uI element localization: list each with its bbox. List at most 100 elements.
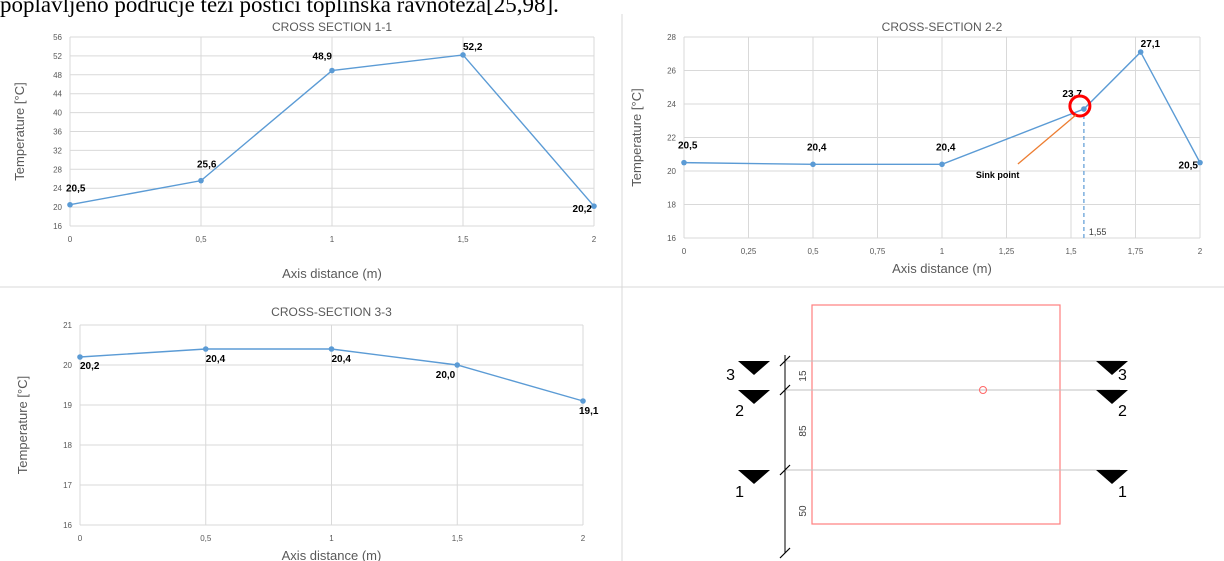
chart-title: CROSS SECTION 1-1 (272, 20, 392, 34)
y-tick-label: 17 (63, 481, 72, 490)
section-marker-3-right (1096, 361, 1128, 375)
x-tick-label: 0,75 (870, 247, 886, 256)
x-tick-label: 1,5 (452, 534, 464, 543)
section-label-2-left: 2 (735, 403, 744, 420)
data-point (1137, 49, 1144, 55)
data-label: 20,0 (436, 370, 456, 381)
data-label: 25,6 (197, 160, 217, 171)
section-marker-2-right (1096, 390, 1128, 404)
dimension-tick (779, 547, 791, 559)
dimension-label: 85 (798, 425, 809, 437)
x-tick-label: 2 (1198, 247, 1203, 256)
sink-point-label: Sink point (976, 170, 1020, 180)
sink-point-circle (1068, 94, 1092, 118)
data-point (939, 161, 945, 168)
y-tick-label: 28 (667, 33, 676, 42)
y-tick-label: 56 (53, 33, 62, 42)
y-tick-label: 28 (53, 165, 62, 174)
data-point (1081, 106, 1087, 112)
y-tick-label: 19 (63, 401, 72, 410)
chart-cross-section-1-1: 16 20 24 28 32 36 40 44 48 52 56 0 0,5 1 1,5 2 CROSS SEC… (12, 20, 597, 281)
plan-diagram: 15 85 50 3 2 1 3 2 1 (726, 304, 1128, 559)
data-label: 20,4 (936, 142, 956, 153)
data-label: 20,4 (206, 354, 226, 365)
data-label: 23,7 (1062, 89, 1082, 100)
section-label-1-left: 1 (735, 484, 744, 501)
data-point (1197, 159, 1203, 166)
x-tick-label: 0,25 (741, 247, 757, 256)
data-point (454, 362, 461, 368)
data-label: 19,1 (579, 406, 599, 417)
section-marker-1-left (738, 470, 770, 484)
data-point (202, 346, 209, 352)
x-tick-label: 1,25 (999, 247, 1015, 256)
data-label: 20,4 (332, 354, 352, 365)
y-tick-label: 18 (667, 201, 676, 210)
y-tick-label: 20 (63, 361, 72, 370)
section-marker-2-left (738, 390, 770, 404)
caption-text: poplavljeno područje teži postići toplin… (0, 0, 559, 17)
dimension-tick (779, 355, 791, 367)
data-label: 27,1 (1141, 39, 1161, 50)
dimension-label: 50 (798, 505, 809, 517)
x-axis-label: Axis distance (m) (282, 548, 382, 561)
section-label-3-right: 3 (1118, 367, 1127, 384)
x-tick-label: 2 (592, 235, 597, 244)
y-tick-label: 20 (53, 203, 62, 212)
y-tick-label: 20 (667, 167, 676, 176)
y-axis-label: Temperature [°C] (12, 82, 27, 180)
y-tick-label: 21 (63, 321, 72, 330)
dimension-tick (779, 464, 791, 476)
dimension-label: 15 (798, 370, 809, 382)
data-point (580, 398, 586, 404)
data-label: 20,2 (573, 204, 593, 215)
data-point (198, 177, 204, 184)
data-point (591, 203, 597, 209)
y-tick-label: 24 (667, 100, 676, 109)
y-tick-label: 48 (53, 71, 62, 80)
x-tick-label: 1 (329, 534, 334, 543)
section-label-1-right: 1 (1118, 484, 1127, 501)
x-tick-label: 2 (581, 534, 586, 543)
chart-title: CROSS-SECTION 2-2 (882, 20, 1003, 34)
y-tick-label: 32 (53, 146, 62, 155)
data-label: 20,2 (80, 361, 100, 372)
sink-point-pointer (1017, 114, 1077, 165)
x-axis-label: Axis distance (m) (282, 266, 382, 281)
x-tick-label: 0,5 (195, 235, 207, 244)
y-tick-label: 36 (53, 128, 62, 137)
data-point (681, 159, 687, 166)
x-tick-label: 1,5 (457, 235, 469, 244)
section-marker-3-left (738, 361, 770, 375)
data-point (328, 346, 335, 352)
data-point (460, 52, 466, 58)
y-tick-label: 16 (53, 222, 62, 231)
y-tick-label: 18 (63, 441, 72, 450)
dimension-tick (779, 384, 791, 396)
x-tick-label: 1,5 (1065, 247, 1077, 256)
section-label-2-right: 2 (1118, 403, 1127, 420)
sink-point-distance-label: 1,55 (1089, 227, 1107, 237)
y-tick-label: 16 (667, 234, 676, 243)
chart-cross-section-3-3: 16 17 18 19 20 21 0 0,5 1 1,5 2 CROSS-SECTION 3-3 Ax… (15, 305, 599, 561)
x-tick-label: 0,5 (200, 534, 212, 543)
data-point (67, 201, 73, 208)
y-axis-label: Temperature [°C] (629, 88, 644, 186)
sink-point-marker (979, 386, 987, 394)
chart-cross-section-2-2: 16 18 20 22 24 26 28 0 0,25 0,5 0,75 1 1,25 1,5 1,75 2 C… (629, 20, 1203, 276)
x-tick-label: 0,5 (807, 247, 819, 256)
series-line (683, 50, 1201, 166)
y-tick-label: 24 (53, 184, 62, 193)
plan-outline (811, 304, 1061, 525)
y-tick-label: 52 (53, 52, 62, 61)
x-tick-label: 0 (68, 235, 73, 244)
data-label: 20,4 (807, 142, 827, 153)
y-axis-label: Temperature [°C] (15, 376, 30, 474)
data-point (810, 161, 816, 168)
data-label: 20,5 (1179, 161, 1199, 172)
y-tick-label: 40 (53, 109, 62, 118)
chart-title: CROSS-SECTION 3-3 (271, 305, 392, 319)
data-point (329, 67, 335, 74)
section-marker-1-right (1096, 470, 1128, 484)
